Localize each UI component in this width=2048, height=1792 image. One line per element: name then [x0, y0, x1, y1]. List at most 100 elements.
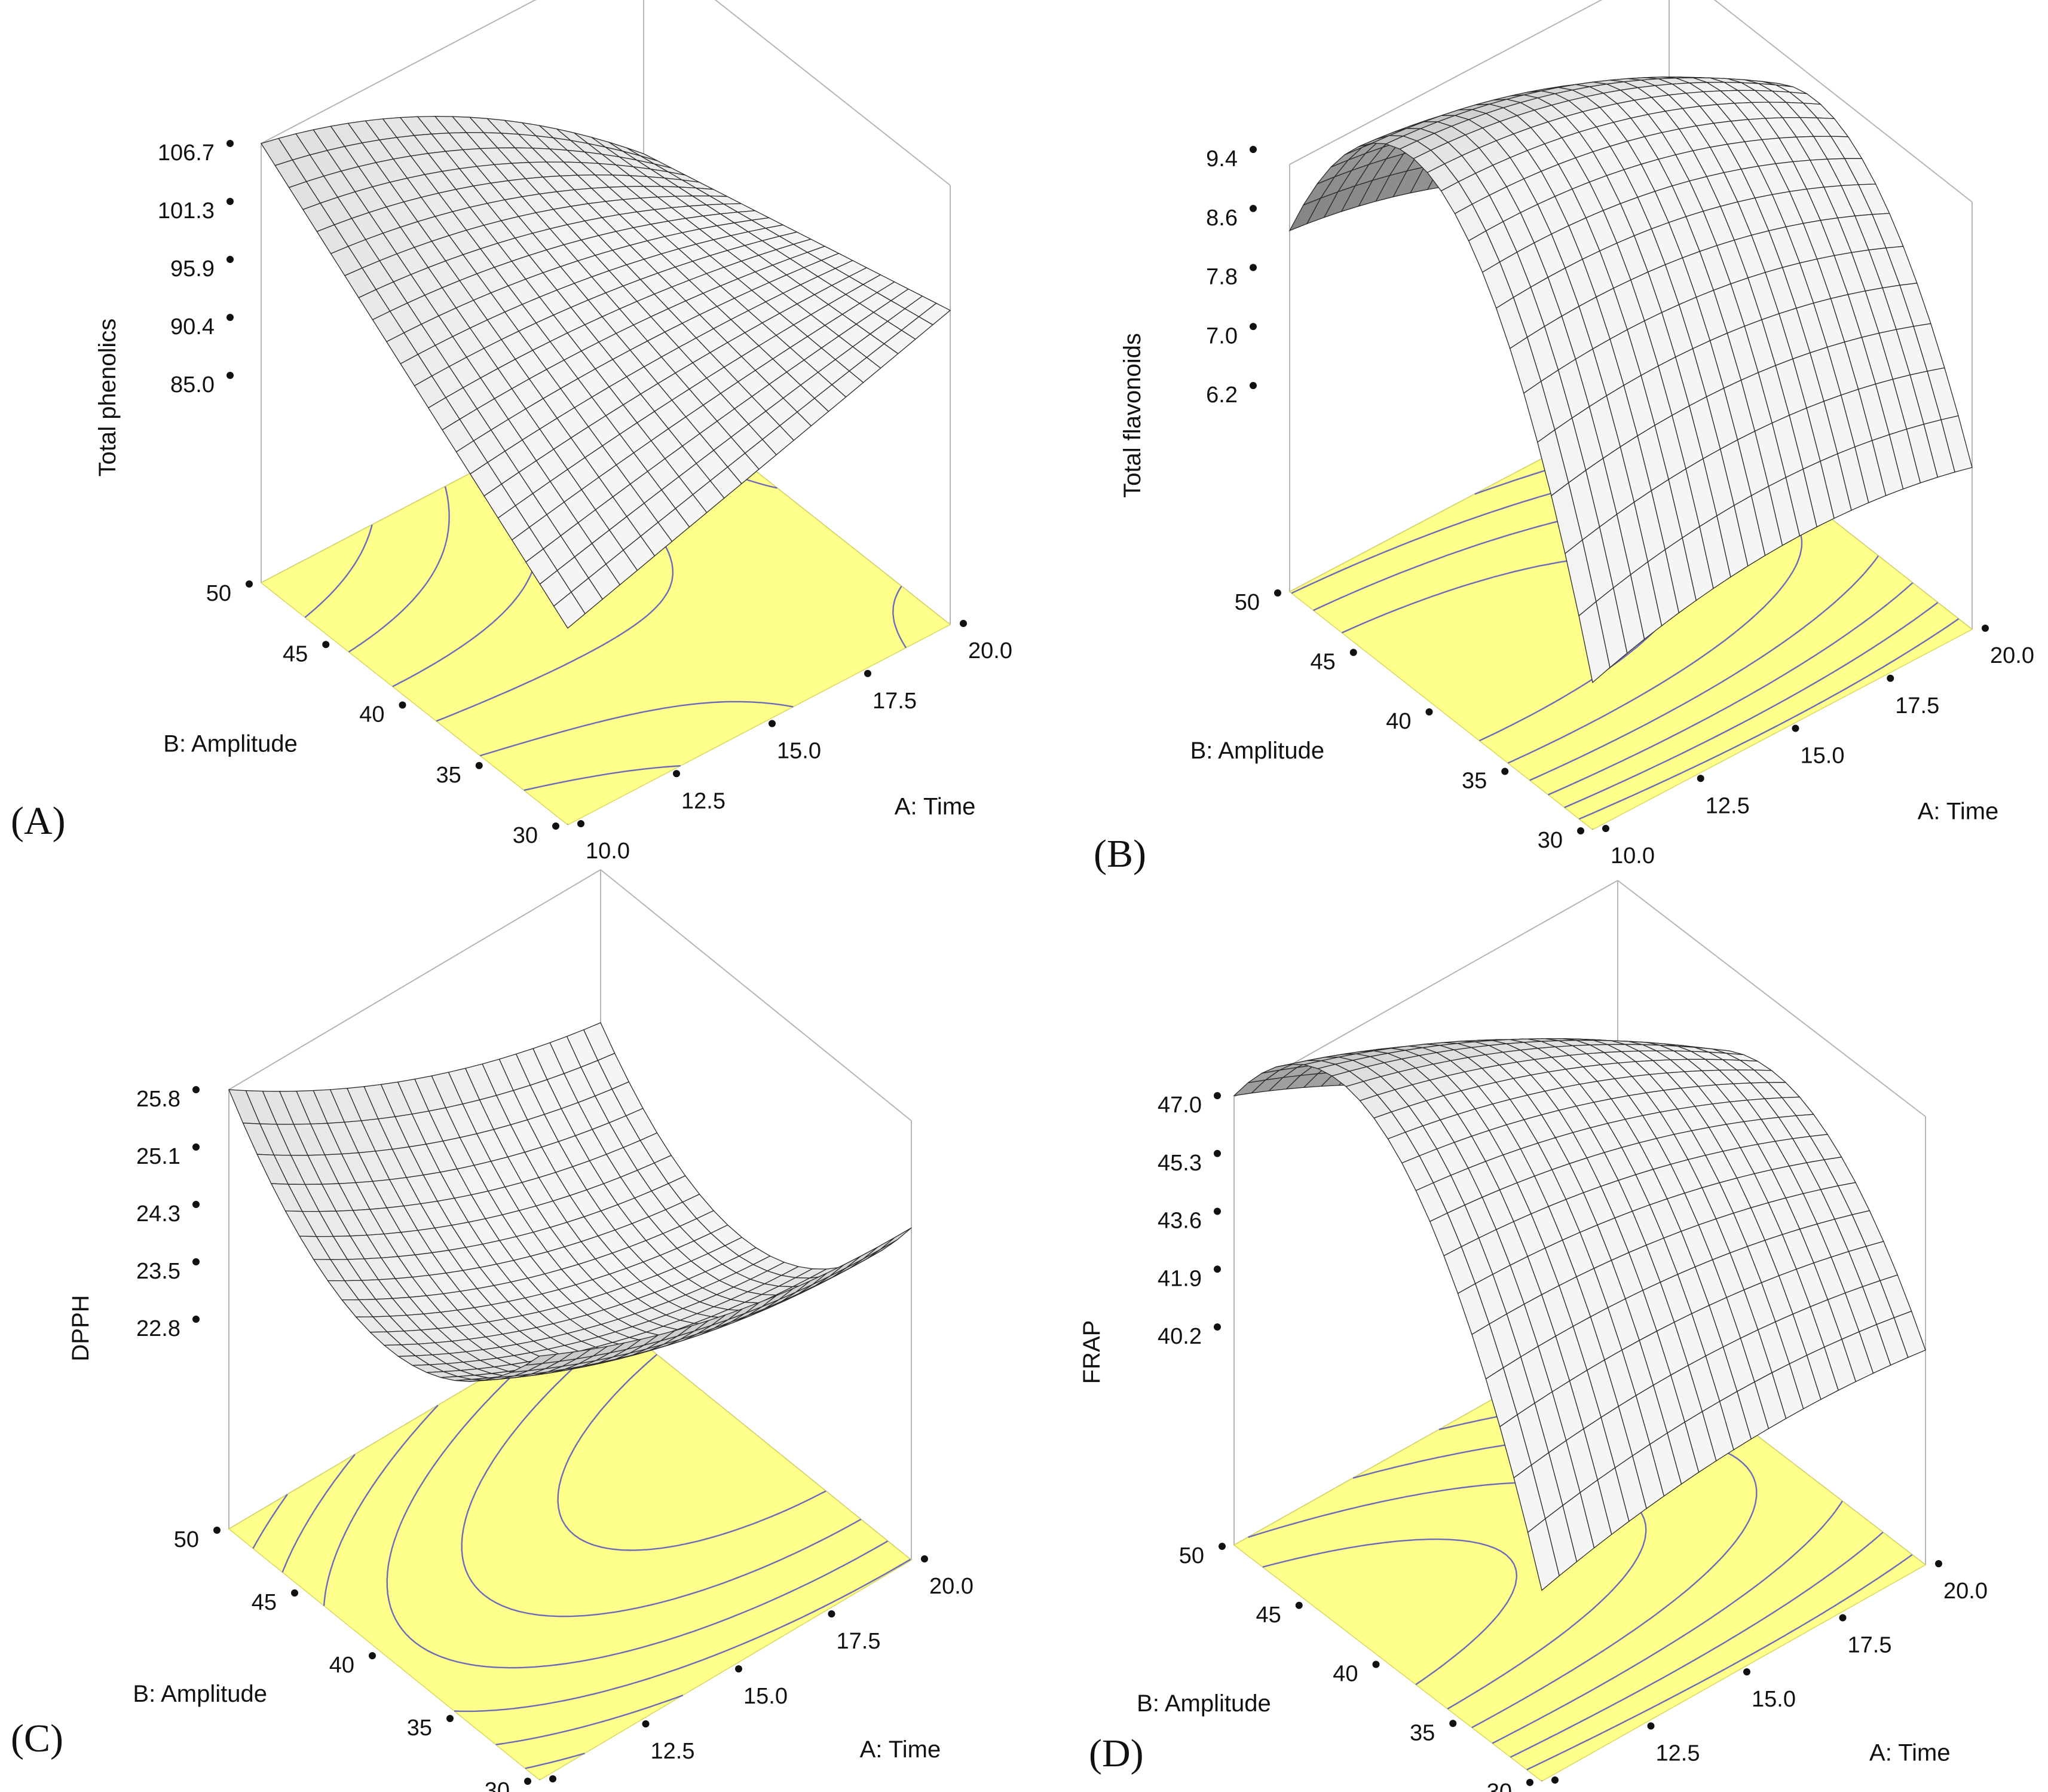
y-axis-title: B: Amplitude — [1137, 1690, 1271, 1717]
x-tick-label: 15.0 — [1801, 744, 1845, 769]
y-tick-mark — [1274, 589, 1281, 597]
z-tick-mark — [1214, 1323, 1221, 1331]
contour-line — [281, 1454, 684, 1745]
y-tick-label: 45 — [1310, 650, 1335, 675]
z-tick-mark — [1214, 1092, 1221, 1099]
z-tick-label: 25.8 — [136, 1087, 180, 1112]
z-axis-title: Total flavonoids — [1119, 333, 1146, 498]
y-tick-mark — [1295, 1601, 1303, 1609]
y-tick-label: 50 — [1179, 1543, 1204, 1568]
surface-mesh — [260, 115, 951, 629]
y-tick-label: 30 — [1538, 828, 1563, 853]
y-tick-mark — [1501, 767, 1509, 775]
z-tick-label: 45.3 — [1158, 1151, 1202, 1176]
z-tick-mark — [226, 256, 234, 263]
y-tick-mark — [1219, 1543, 1226, 1550]
z-tick-label: 85.0 — [170, 372, 215, 397]
surface-cell — [1527, 1518, 1560, 1591]
z-tick-label: 8.6 — [1206, 206, 1238, 231]
z-tick-mark — [192, 1201, 200, 1208]
surface-cell — [525, 1353, 557, 1366]
x-tick-mark — [1551, 1776, 1559, 1784]
y-tick-label: 30 — [485, 1778, 510, 1792]
y-tick-mark — [399, 701, 406, 709]
z-tick-mark — [192, 1143, 200, 1151]
x-tick-mark — [828, 1610, 835, 1617]
x-tick-label: 20.0 — [1990, 643, 2034, 668]
y-tick-label: 35 — [1410, 1720, 1435, 1745]
y-tick-mark — [291, 1589, 298, 1597]
y-tick-mark — [446, 1715, 454, 1722]
y-tick-label: 30 — [1487, 1779, 1512, 1792]
x-tick-label: 15.0 — [743, 1684, 788, 1709]
surface-panel-c: 10.012.515.017.520.0303540455022.823.524… — [11, 869, 974, 1792]
y-tick-mark — [524, 1778, 531, 1785]
y-tick-mark — [213, 1527, 221, 1534]
x-tick-mark — [673, 770, 680, 778]
z-tick-mark — [192, 1258, 200, 1265]
y-tick-label: 30 — [513, 823, 538, 848]
contour-line — [557, 1354, 826, 1551]
z-tick-mark — [192, 1316, 200, 1323]
z-tick-label: 90.4 — [170, 314, 215, 340]
z-tick-mark — [1214, 1265, 1221, 1273]
y-tick-label: 45 — [283, 641, 308, 666]
x-tick-label: 20.0 — [1943, 1579, 1988, 1604]
y-axis-title: B: Amplitude — [133, 1681, 267, 1707]
x-tick-label: 17.5 — [837, 1629, 881, 1654]
z-axis-title: FRAP — [1079, 1320, 1105, 1384]
x-tick-mark — [1887, 674, 1894, 682]
x-tick-mark — [1743, 1668, 1750, 1675]
y-tick-mark — [246, 580, 253, 588]
x-tick-mark — [577, 820, 584, 827]
x-tick-label: 17.5 — [1895, 693, 1939, 718]
z-tick-label: 41.9 — [1158, 1266, 1202, 1291]
x-tick-label: 12.5 — [1656, 1741, 1700, 1766]
x-axis-title: A: Time — [1869, 1740, 1951, 1766]
x-tick-mark — [864, 669, 871, 677]
x-tick-label: 17.5 — [1848, 1633, 1892, 1658]
surface-cell — [1578, 601, 1611, 684]
box-edge — [1713, 0, 1973, 203]
z-tick-mark — [192, 1086, 200, 1093]
y-tick-label: 35 — [1462, 769, 1487, 794]
y-tick-mark — [1372, 1660, 1380, 1668]
y-tick-label: 45 — [1256, 1603, 1281, 1628]
z-tick-mark — [1250, 382, 1257, 389]
x-tick-mark — [1792, 724, 1799, 732]
contour-line — [524, 383, 681, 791]
x-tick-label: 20.0 — [968, 638, 1012, 663]
x-tick-label: 20.0 — [929, 1574, 974, 1599]
z-tick-mark — [226, 314, 234, 321]
x-tick-label: 10.0 — [1611, 843, 1655, 869]
x-axis-title: A: Time — [1918, 798, 1999, 824]
surface-mesh — [1288, 77, 1973, 684]
z-tick-label: 7.0 — [1206, 323, 1238, 348]
z-axis-title: DPPH — [68, 1295, 94, 1361]
y-tick-label: 40 — [1333, 1662, 1358, 1687]
panel-label: (B) — [1094, 832, 1146, 876]
z-tick-label: 25.1 — [136, 1144, 180, 1169]
contour-line — [252, 1494, 585, 1769]
z-tick-label: 9.4 — [1206, 146, 1238, 172]
contour-line — [304, 524, 373, 618]
z-tick-mark — [1214, 1207, 1221, 1215]
y-tick-mark — [475, 762, 483, 769]
contour-lines — [252, 1325, 911, 1769]
x-tick-mark — [642, 1720, 650, 1727]
contour-line — [1578, 392, 1960, 820]
panel-label: (A) — [11, 799, 66, 843]
x-axis-title: A: Time — [895, 793, 976, 819]
x-tick-label: 17.5 — [873, 689, 917, 714]
contour-line — [348, 486, 450, 653]
panel-label: (D) — [1089, 1732, 1144, 1775]
y-tick-label: 40 — [1386, 709, 1411, 734]
z-tick-label: 95.9 — [170, 256, 215, 282]
x-axis-title: A: Time — [860, 1736, 941, 1763]
y-tick-label: 50 — [206, 581, 231, 606]
surface-panel-b: 10.0 12.5 15.0 17.5 20.0 30 35 40 45 50 6.2 7.0 7.8 8… — [1094, 0, 2034, 876]
y-tick-mark — [322, 641, 330, 649]
box-edge — [1617, 880, 1926, 1117]
y-tick-label: 40 — [359, 702, 384, 727]
